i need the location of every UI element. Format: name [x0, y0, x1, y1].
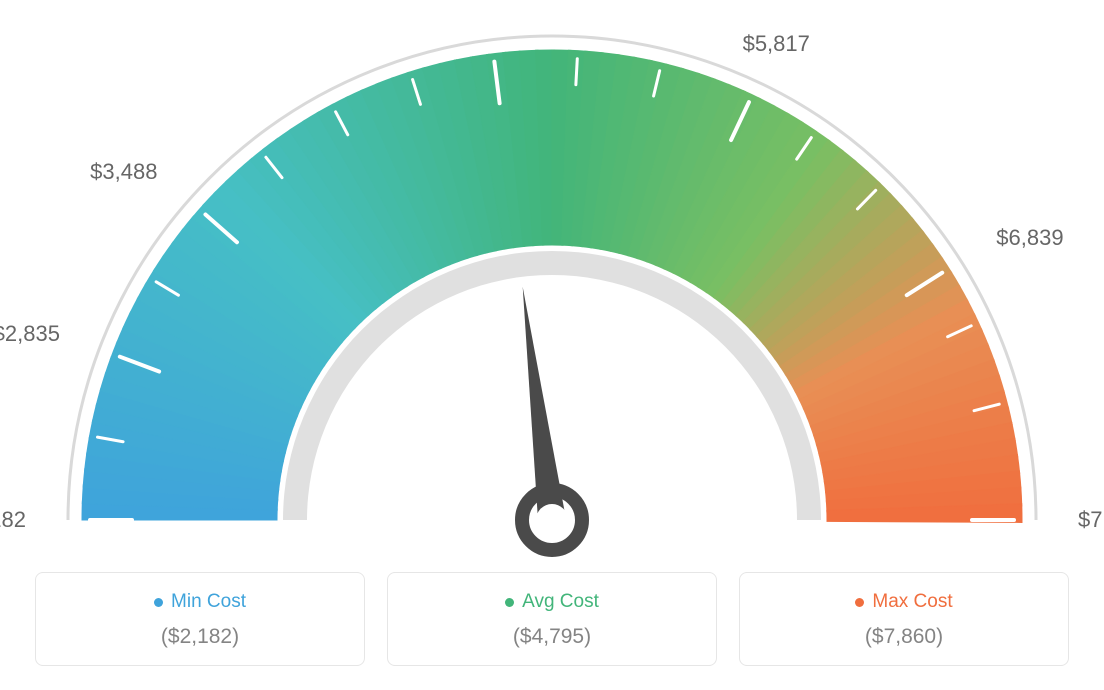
gauge-tick-label: $6,839: [996, 225, 1063, 251]
summary-cards: Min Cost ($2,182) Avg Cost ($4,795) Max …: [35, 572, 1069, 666]
gauge-chart: $2,182$2,835$3,488$4,795$5,817$6,839$7,8…: [32, 20, 1072, 560]
max-cost-value: ($7,860): [740, 625, 1068, 649]
gauge-tick-label: $3,488: [90, 159, 157, 185]
avg-cost-card: Avg Cost ($4,795): [387, 572, 717, 666]
min-cost-label: Min Cost: [171, 591, 246, 613]
min-cost-card: Min Cost ($2,182): [35, 572, 365, 666]
max-cost-label: Max Cost: [872, 591, 952, 613]
dot-icon: [855, 598, 864, 607]
dot-icon: [154, 598, 163, 607]
min-cost-value: ($2,182): [36, 625, 364, 649]
dot-icon: [505, 598, 514, 607]
gauge-tick-label: $7,860: [1078, 507, 1104, 533]
avg-cost-label: Avg Cost: [522, 591, 599, 613]
gauge-tick-label: $5,817: [743, 31, 810, 57]
max-cost-card: Max Cost ($7,860): [739, 572, 1069, 666]
gauge-tick-label: $2,182: [0, 507, 26, 533]
avg-cost-value: ($4,795): [388, 625, 716, 649]
gauge-svg: [32, 20, 1072, 560]
gauge-tick-label: $2,835: [0, 321, 60, 347]
